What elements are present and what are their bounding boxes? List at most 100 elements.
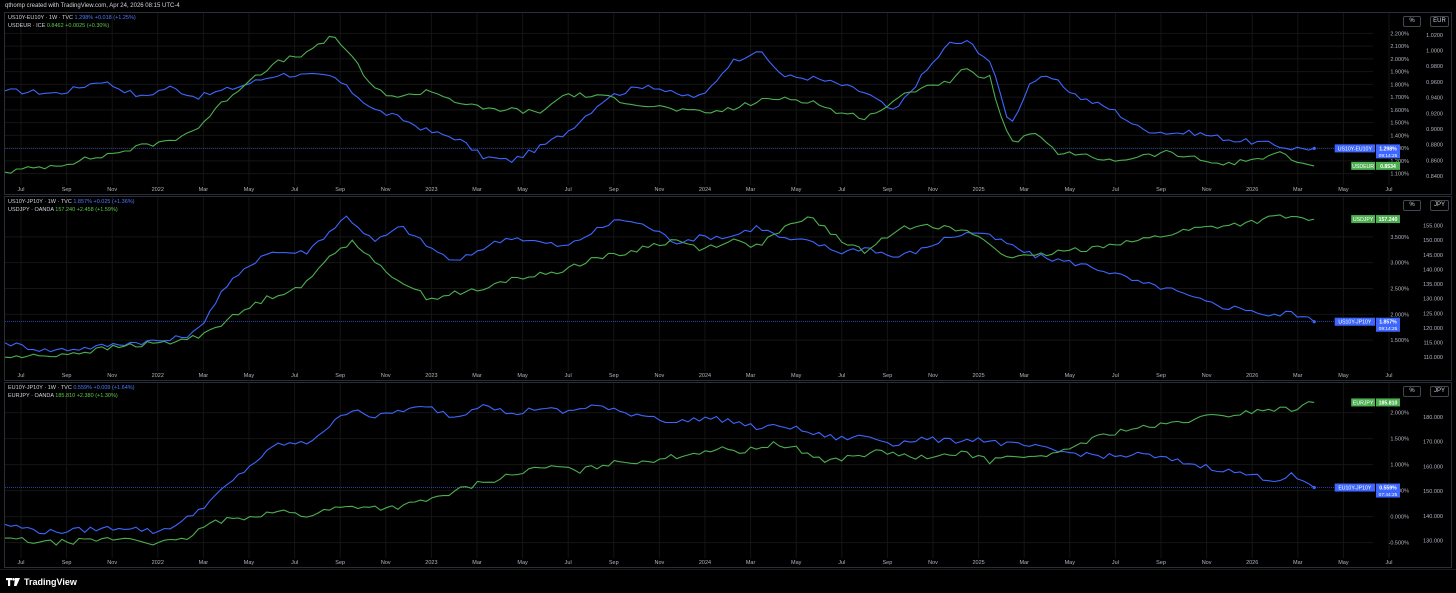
chart-pane-us-eu[interactable]: Jul Sep Nov 2022 Mar May Jul Sep Nov 2023 Mar May Ju…: [4, 12, 1452, 195]
price-tag-symbol: EURJPY: [1353, 400, 1374, 406]
legend-symbol-2[interactable]: USDEUR · ICE: [8, 22, 46, 29]
legend-symbol-1[interactable]: US10Y-JP10Y · 1W · TVC: [8, 199, 72, 205]
legend-symbol-2[interactable]: EURJPY · OANDA: [8, 392, 54, 399]
x-tick-label: 2022: [152, 187, 164, 193]
price-tag-countdown: 07:44:25: [1379, 492, 1398, 498]
chart-pane-eu-jp[interactable]: Jul Sep Nov 2022 Mar May Jul Sep Nov 2023 Mar May Ju…: [4, 382, 1452, 568]
x-tick-label: 2023: [425, 187, 437, 193]
x-tick-label: Mar: [746, 373, 756, 379]
x-tick-label: Jul: [565, 373, 572, 379]
x-tick-label: May: [1338, 187, 1349, 193]
y-tick-label-currency: 140.000: [1423, 267, 1443, 273]
unit-button-currency[interactable]: JPY: [1430, 200, 1449, 211]
x-tick-label: Sep: [335, 187, 345, 193]
y-tick-label-currency: 140.000: [1423, 514, 1443, 520]
legend-symbol-1[interactable]: US10Y-EU10Y · 1W · TVC: [8, 15, 74, 21]
chart-pane-us-jp[interactable]: Jul Sep Nov 2022 Mar May Jul Sep Nov 2023 Mar May Ju…: [4, 196, 1452, 381]
series-line-us10y-eu10y[interactable]: [5, 39, 1315, 164]
y-tick-label-currency: 150.000: [1423, 489, 1443, 495]
y-tick-label-percent: 1.700%: [1390, 95, 1409, 101]
x-tick-label: May: [517, 373, 528, 379]
tradingview-logo[interactable]: TradingView: [6, 576, 77, 588]
legend-value-1: 1.857% +0.025 (+1.36%): [73, 199, 135, 205]
price-tag-value: 1.298%: [1379, 146, 1397, 152]
y-axis-currency: 180.000 170.000 160.000 150.000 140.000 130.0…: [1423, 415, 1443, 545]
price-tag-value: 157.240: [1379, 217, 1398, 223]
x-tick-label: Jul: [17, 187, 24, 193]
x-tick-label: 2023: [425, 373, 437, 379]
x-tick-label: Jul: [291, 560, 298, 566]
series-line-usdeur[interactable]: [5, 35, 1315, 174]
last-point-marker: [1312, 485, 1316, 490]
x-axis: Jul Sep Nov 2022 Mar May Jul Sep Nov 2023 Mar May Ju…: [17, 13, 1393, 193]
price-tag-value-bg: [1376, 398, 1400, 407]
y-tick-label-percent: 2.000%: [1390, 312, 1409, 318]
legend-symbol-2[interactable]: USDJPY · OANDA: [8, 206, 54, 213]
unit-button-percent[interactable]: %: [1403, 16, 1421, 27]
unit-button-currency[interactable]: EUR: [1430, 16, 1449, 27]
x-tick-label: Jul: [1385, 373, 1392, 379]
x-tick-label: Jul: [17, 560, 24, 566]
x-tick-label: Jul: [565, 560, 572, 566]
footer-bar: TradingView: [0, 569, 1456, 593]
x-tick-label: May: [244, 373, 255, 379]
x-tick-label: May: [791, 187, 802, 193]
series-line-us10y-jp10y[interactable]: [5, 215, 1315, 353]
x-tick-label: Mar: [472, 373, 482, 379]
y-tick-label-percent: 1.500%: [1390, 121, 1409, 127]
x-tick-label: May: [1065, 187, 1076, 193]
y-tick-label-percent: 1.500%: [1390, 338, 1409, 344]
legend-value-1: 0.559% +0.009 (+1.64%): [73, 385, 135, 391]
y-tick-label-currency: 125.000: [1423, 311, 1443, 317]
x-tick-label: Nov: [107, 560, 117, 566]
price-tag-countdown: 09:14:25: [1379, 153, 1398, 159]
legend-value-2: 0.8462 +0.0025 (+0.30%): [46, 22, 110, 29]
y-tick-label-percent: 2.100%: [1390, 44, 1409, 50]
y-axis-currency: 155.000 150.000 145.000 140.000 135.000 130.0…: [1423, 224, 1443, 362]
chart-svg-eu-jp: Jul Sep Nov 2022 Mar May Jul Sep Nov 2023 Mar May Ju…: [5, 383, 1443, 566]
x-tick-label: Nov: [655, 187, 665, 193]
y-tick-label-percent: 2.500%: [1390, 287, 1409, 293]
x-tick-label: Mar: [472, 187, 482, 193]
unit-button-percent[interactable]: %: [1403, 386, 1421, 397]
x-tick-label: Sep: [609, 373, 619, 379]
x-tick-label: Jul: [1112, 373, 1119, 379]
y-tick-label-percent: 1.100%: [1390, 172, 1409, 178]
unit-button-percent[interactable]: %: [1403, 200, 1421, 211]
price-tag-usdeur: USDEUR 0.8534: [1351, 161, 1400, 170]
price-tag-us10y-eu10y: US10Y-EU10Y 1.298%09:14:25: [1334, 144, 1400, 159]
y-tick-label-currency: 0.9400: [1426, 96, 1443, 102]
price-tag-us10y-jp10y: US10Y-JP10Y 1.857%09:14:25: [1334, 317, 1400, 332]
x-tick-label: May: [244, 187, 255, 193]
series-line-eurjpy[interactable]: [5, 401, 1315, 546]
x-tick-label: Nov: [381, 187, 391, 193]
x-tick-label: 2024: [699, 560, 711, 566]
unit-button-currency[interactable]: JPY: [1430, 386, 1449, 397]
x-tick-label: 2025: [972, 560, 984, 566]
price-tag-symbol: EU10Y-JP10Y: [1338, 486, 1372, 492]
y-tick-label-currency: 0.8800: [1426, 143, 1443, 149]
x-tick-label: Mar: [1293, 373, 1303, 379]
series-line-usdjpy[interactable]: [5, 214, 1315, 359]
x-tick-label: Sep: [1156, 560, 1166, 566]
y-tick-label-currency: 150.000: [1423, 238, 1443, 244]
y-axis-percent: 2.000%1.500%1.000%0.500%0.000%-0.500%: [5, 411, 1409, 547]
x-tick-label: May: [1065, 373, 1076, 379]
x-tick-label: Mar: [1019, 560, 1029, 566]
legend-symbol-1[interactable]: EU10Y-JP10Y · 1W · TVC: [8, 385, 72, 391]
price-tag-value: 0.8534: [1380, 164, 1396, 170]
legend-us-jp: US10Y-JP10Y · 1W · TVC 1.857% +0.025 (+1…: [8, 199, 134, 214]
price-tag-value: 185.810: [1379, 400, 1398, 406]
price-tag-usdjpy: USDJPY 157.240: [1351, 215, 1400, 224]
y-tick-label-currency: 160.000: [1423, 464, 1443, 470]
y-tick-label-percent: 1.500%: [1390, 437, 1409, 443]
y-axis-percent: 2.200% 2.100% 2.000% 1.900% 1.800% 1.700% 1.60…: [5, 31, 1409, 178]
y-tick-label-currency: 0.9200: [1426, 111, 1443, 117]
price-tag-symbol: USDJPY: [1353, 217, 1374, 223]
price-tag-symbol: USDEUR: [1352, 164, 1374, 170]
y-tick-label-currency: 0.9600: [1426, 80, 1443, 86]
x-tick-label: May: [517, 560, 528, 566]
x-tick-label: Jul: [17, 373, 24, 379]
y-tick-label-currency: 115.000: [1424, 341, 1443, 347]
chart-caption: qthomp created with TradingView.com, Apr…: [5, 3, 180, 9]
